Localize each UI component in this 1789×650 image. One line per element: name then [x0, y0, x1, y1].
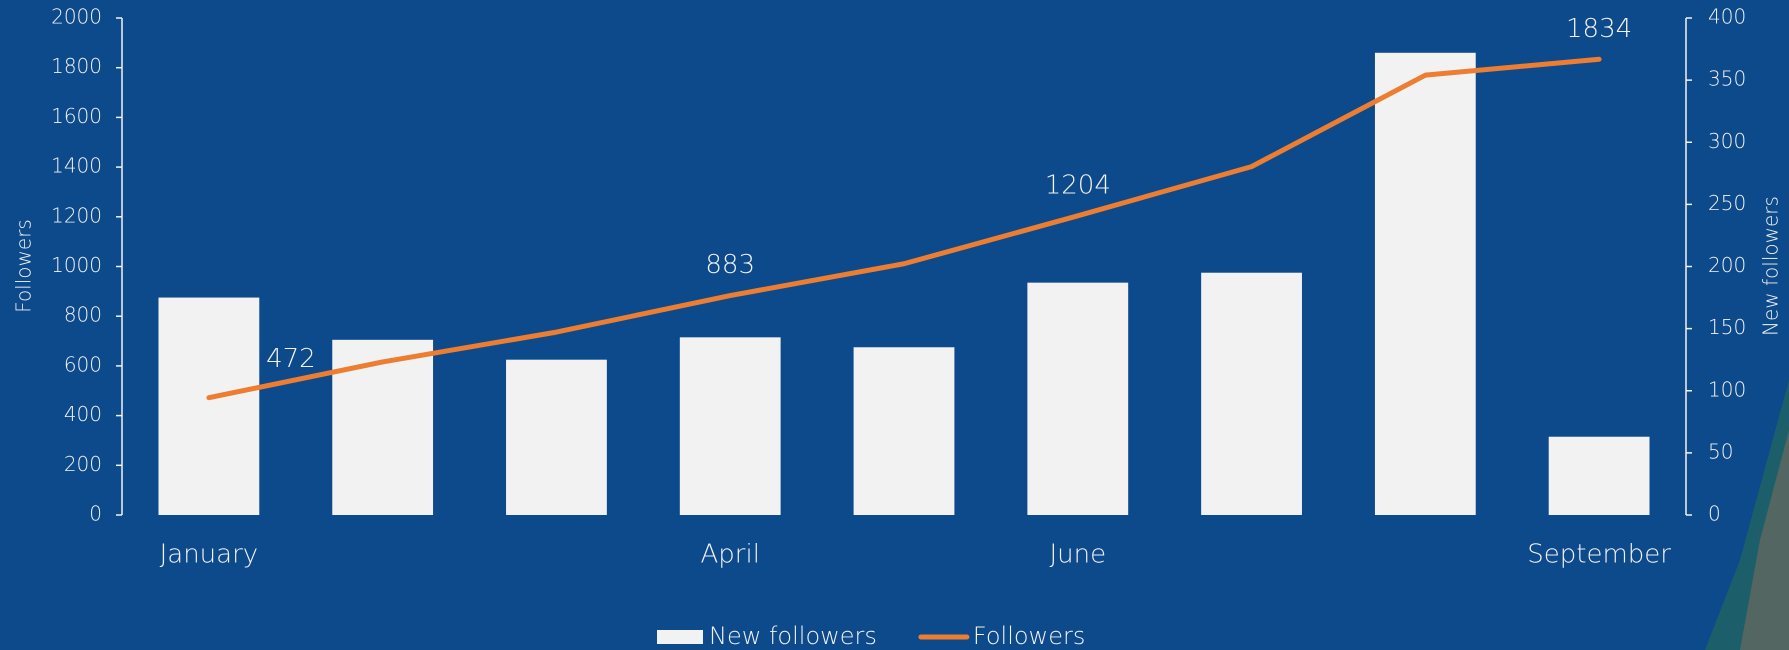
y-tick-label: 1800 [51, 54, 102, 78]
y-tick-label: 600 [64, 352, 102, 376]
y-tick-label: 0 [89, 502, 102, 526]
bar [332, 339, 434, 515]
x-tick-label: April [701, 540, 760, 570]
legend-label: Followers [973, 622, 1085, 650]
y-tick-label: 800 [64, 303, 102, 327]
y-axis-title: Followers [12, 219, 36, 313]
line [206, 56, 1602, 401]
y-tick-label: 400 [64, 402, 102, 426]
y-tick-label: 1000 [51, 253, 102, 277]
y-tick-label: 1200 [51, 203, 102, 227]
x-tick-label: June [1049, 540, 1106, 570]
bar [679, 337, 781, 515]
y-tick-label: 1600 [51, 104, 102, 128]
bar [1548, 436, 1650, 515]
bar [1374, 52, 1476, 515]
y-tick-label: 200 [64, 452, 102, 476]
data-label: 472 [266, 344, 316, 374]
y2-tick-label: 0 [1708, 502, 1721, 526]
y2-tick-label: 300 [1708, 129, 1746, 153]
bar [1027, 282, 1129, 515]
y2-tick-label: 350 [1708, 67, 1746, 91]
y2-tick-label: 250 [1708, 191, 1746, 215]
x-tick-label: September [1527, 540, 1671, 570]
y-tick-label: 1400 [51, 154, 102, 178]
bar [853, 347, 955, 515]
legend-label: New followers [709, 622, 877, 650]
y2-tick-label: 200 [1708, 253, 1746, 277]
data-label: 883 [705, 250, 755, 280]
y2-tick-label: 100 [1708, 377, 1746, 401]
bar [1201, 272, 1302, 515]
y2-tick-label: 400 [1708, 5, 1746, 29]
decorative-image [1740, 430, 1789, 650]
data-label: 1834 [1566, 14, 1632, 44]
bar [158, 297, 260, 515]
x-tick-label: January [160, 540, 259, 570]
y2-tick-label: 50 [1708, 439, 1733, 463]
y2-tick-label: 150 [1708, 315, 1746, 339]
legend-swatch [657, 630, 703, 644]
bar [506, 359, 607, 515]
y2-axis-title: New followers [1759, 196, 1783, 336]
data-label: 1204 [1045, 170, 1111, 200]
y-tick-label: 2000 [51, 5, 102, 29]
